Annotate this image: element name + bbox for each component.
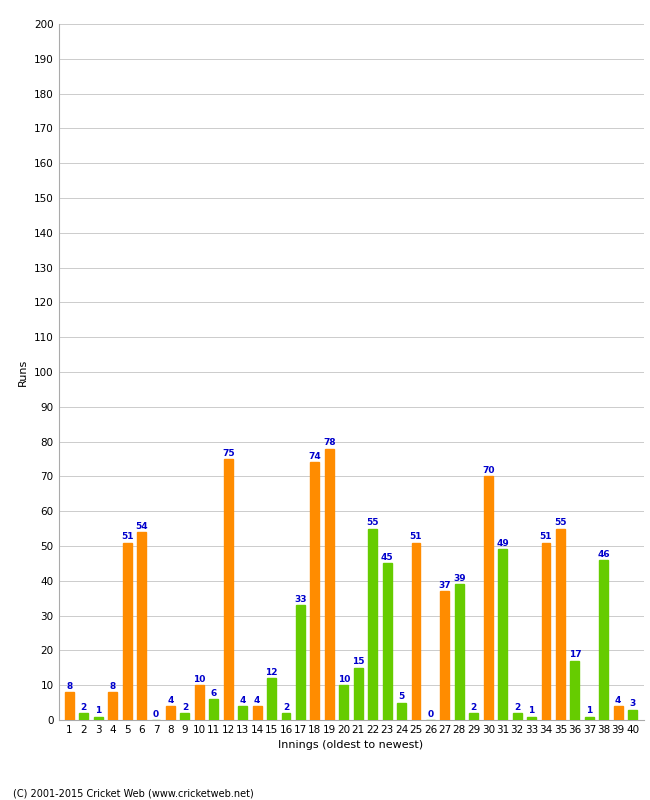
Text: 10: 10 <box>193 675 205 684</box>
Text: 3: 3 <box>630 699 636 708</box>
Text: 10: 10 <box>337 675 350 684</box>
Bar <box>527 717 536 720</box>
X-axis label: Innings (oldest to newest): Innings (oldest to newest) <box>278 741 424 750</box>
Text: 8: 8 <box>66 682 72 690</box>
Text: 51: 51 <box>540 532 552 541</box>
Bar <box>281 713 291 720</box>
Text: 4: 4 <box>254 696 260 705</box>
Text: 0: 0 <box>153 710 159 718</box>
Bar <box>239 706 247 720</box>
Bar <box>253 706 261 720</box>
Text: 39: 39 <box>453 574 465 583</box>
Bar <box>267 678 276 720</box>
Text: 17: 17 <box>569 650 581 659</box>
Text: 1: 1 <box>95 706 101 715</box>
Text: 1: 1 <box>528 706 535 715</box>
Bar <box>166 706 175 720</box>
Bar <box>311 462 319 720</box>
Bar <box>94 717 103 720</box>
Text: 37: 37 <box>439 581 451 590</box>
Text: 51: 51 <box>121 532 133 541</box>
Text: 1: 1 <box>586 706 592 715</box>
Text: 4: 4 <box>167 696 174 705</box>
Bar <box>571 661 579 720</box>
Text: 70: 70 <box>482 466 495 475</box>
Text: 75: 75 <box>222 449 235 458</box>
Text: 51: 51 <box>410 532 422 541</box>
Bar <box>441 591 449 720</box>
Bar <box>513 713 521 720</box>
Bar <box>614 706 623 720</box>
Text: 55: 55 <box>367 518 379 527</box>
Y-axis label: Runs: Runs <box>18 358 29 386</box>
Text: 2: 2 <box>514 702 520 712</box>
Bar <box>455 584 463 720</box>
Bar <box>499 550 507 720</box>
Text: (C) 2001-2015 Cricket Web (www.cricketweb.net): (C) 2001-2015 Cricket Web (www.cricketwe… <box>13 788 254 798</box>
Text: 6: 6 <box>211 689 217 698</box>
Text: 8: 8 <box>110 682 116 690</box>
Text: 12: 12 <box>265 668 278 677</box>
Bar <box>109 692 117 720</box>
Bar <box>123 542 131 720</box>
Text: 2: 2 <box>471 702 477 712</box>
Bar <box>65 692 73 720</box>
Text: 45: 45 <box>381 553 393 562</box>
Bar <box>629 710 637 720</box>
Text: 0: 0 <box>428 710 434 718</box>
Bar <box>383 563 391 720</box>
Text: 49: 49 <box>497 539 509 548</box>
Text: 15: 15 <box>352 658 365 666</box>
Text: 5: 5 <box>398 692 405 702</box>
Bar <box>585 717 593 720</box>
Bar <box>541 542 551 720</box>
Bar <box>137 532 146 720</box>
Text: 33: 33 <box>294 594 307 604</box>
Bar <box>354 668 363 720</box>
Text: 4: 4 <box>615 696 621 705</box>
Text: 2: 2 <box>81 702 87 712</box>
Bar <box>369 529 377 720</box>
Text: 55: 55 <box>554 518 567 527</box>
Text: 46: 46 <box>597 550 610 558</box>
Bar <box>484 477 493 720</box>
Bar <box>195 685 203 720</box>
Text: 78: 78 <box>323 438 335 447</box>
Bar <box>296 605 305 720</box>
Text: 2: 2 <box>283 702 289 712</box>
Bar <box>339 685 348 720</box>
Bar <box>79 713 88 720</box>
Text: 2: 2 <box>182 702 188 712</box>
Bar <box>411 542 421 720</box>
Bar <box>209 699 218 720</box>
Bar <box>397 702 406 720</box>
Bar <box>469 713 478 720</box>
Bar <box>325 449 333 720</box>
Bar <box>556 529 565 720</box>
Bar <box>181 713 189 720</box>
Bar <box>599 560 608 720</box>
Text: 74: 74 <box>309 452 321 461</box>
Text: 4: 4 <box>239 696 246 705</box>
Bar <box>224 459 233 720</box>
Text: 54: 54 <box>135 522 148 530</box>
